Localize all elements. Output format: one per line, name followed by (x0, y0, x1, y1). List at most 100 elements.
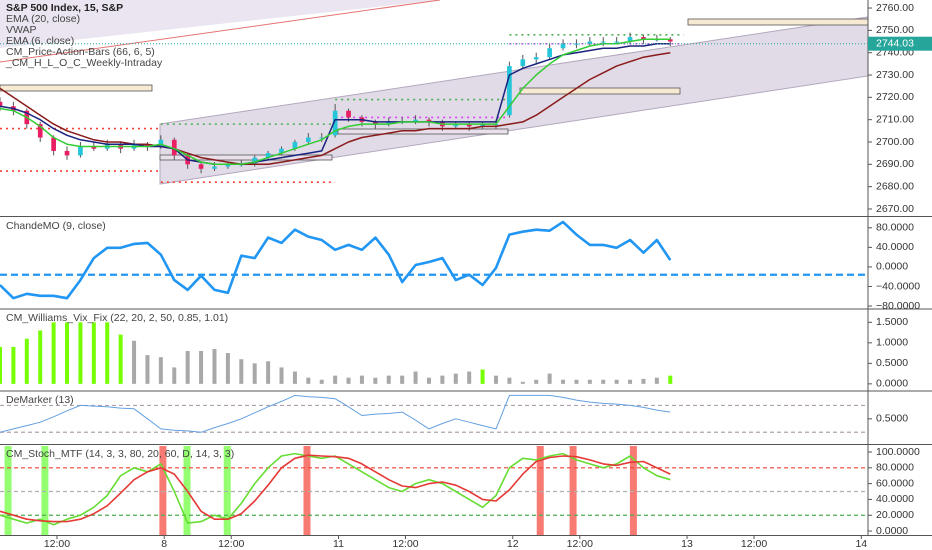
indicator-line (0, 38, 671, 166)
x-tick-label: 12:00 (218, 538, 244, 550)
candle-body (319, 137, 325, 139)
bar (400, 375, 405, 384)
candle-body (78, 146, 83, 156)
candle-body (198, 164, 204, 169)
y-tick-label: −40.0000 (876, 280, 920, 292)
candle-body (346, 110, 351, 118)
candle-body (507, 66, 512, 116)
bar (91, 322, 96, 384)
candle-body (225, 164, 231, 167)
candle-body (614, 41, 619, 43)
candle-body (386, 121, 392, 125)
y-tick-label: 1.0000 (876, 337, 908, 349)
y-tick-label: 80.0000 (876, 462, 914, 474)
zone-box (519, 87, 681, 95)
signal-highlight (536, 446, 544, 535)
x-tick-label: 12:00 (392, 538, 418, 550)
x-tick-label: 11 (333, 538, 344, 550)
pane-title: ChandeMO (9, close) (6, 220, 106, 232)
y-tick-label: 2680.00 (876, 180, 914, 192)
bar (440, 375, 445, 384)
y-tick-label: 60.0000 (876, 477, 914, 489)
y-tick-label: 80.0000 (876, 222, 914, 234)
x-tick-label: 12 (507, 538, 519, 550)
y-tick-label: −80.0000 (876, 300, 920, 312)
bar (359, 375, 364, 384)
bar (534, 379, 539, 384)
y-tick-label: 2730.00 (876, 69, 914, 81)
bar (65, 322, 70, 384)
candle-body (426, 119, 432, 122)
bar (668, 375, 673, 384)
candle-body (480, 124, 485, 127)
y-tick-label: 2760.00 (876, 2, 914, 14)
drawn-zone (0, 0, 440, 48)
bar (628, 379, 633, 384)
bar (24, 338, 29, 384)
candle-body (547, 48, 552, 58)
candle-body (332, 110, 338, 136)
bar (11, 346, 16, 384)
bar (654, 377, 659, 384)
x-tick-label: 12:00 (44, 538, 70, 550)
x-tick-label: 12:00 (567, 538, 593, 550)
y-tick-label: 40.0000 (876, 493, 914, 505)
indicator-line (0, 43, 671, 166)
candle-body (37, 124, 43, 138)
zone-box (687, 18, 869, 26)
candle-body (466, 124, 472, 127)
legend-entry: EMA (6, close) (6, 35, 74, 47)
bar (547, 373, 552, 384)
bar (158, 357, 163, 384)
indicator-line (0, 220, 672, 300)
signal-highlight (159, 446, 167, 535)
candle-body (265, 153, 271, 158)
indicator-line (0, 51, 671, 166)
candle-body (533, 57, 539, 60)
candle-body (373, 121, 378, 125)
bar (480, 369, 485, 384)
bar (413, 371, 418, 384)
candle-body (171, 139, 177, 156)
bar (601, 379, 606, 384)
bar (614, 379, 619, 384)
bar (132, 340, 137, 384)
pane-title: DeMarker (13) (6, 394, 74, 406)
bar (38, 330, 43, 384)
candle-body (64, 150, 70, 156)
trend-line (0, 0, 441, 63)
bar (51, 322, 56, 384)
bar (252, 363, 257, 384)
candle-body (305, 137, 311, 142)
candle-body (574, 43, 579, 45)
x-tick-label: 8 (161, 538, 167, 550)
candle-body (51, 137, 56, 151)
y-tick-label: 0.5000 (876, 357, 908, 369)
y-tick-label: 0.5000 (876, 413, 908, 425)
candle-body (158, 139, 164, 147)
bar (561, 379, 566, 384)
y-tick-label: 2690.00 (876, 158, 914, 170)
bar (118, 334, 123, 384)
bar (520, 381, 525, 384)
bar (239, 359, 244, 384)
candle-body (91, 146, 97, 149)
y-tick-label: 2750.00 (876, 24, 914, 36)
bar (467, 371, 472, 384)
last-price-label: 2744.03 (876, 37, 914, 49)
bar (225, 353, 230, 384)
pane-title: S&P 500 Index, 15, S&P (6, 2, 123, 14)
y-tick-label: 40.0000 (876, 241, 914, 253)
candle-body (212, 166, 217, 169)
bar (266, 361, 271, 384)
zone-box (0, 84, 153, 92)
y-tick-label: 2720.00 (876, 91, 914, 103)
bar (145, 355, 150, 384)
candle-body (252, 157, 258, 165)
y-tick-label: 100.0000 (876, 446, 920, 458)
candle-body (641, 37, 646, 40)
bar (426, 377, 431, 384)
candle-body (453, 124, 459, 127)
pane-title: CM_Stoch_MTF (14, 3, 3, 80, 20, 60, D, 1… (6, 448, 234, 460)
bar (199, 351, 204, 384)
